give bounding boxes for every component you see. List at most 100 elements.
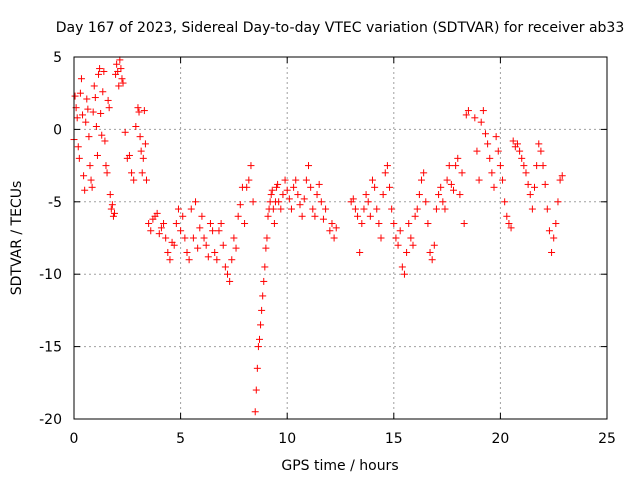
data-point (499, 176, 507, 184)
data-point (247, 162, 255, 170)
data-point (400, 270, 408, 278)
grid (74, 57, 607, 419)
y-tick-label: -15 (39, 340, 62, 356)
data-point (426, 248, 434, 256)
data-point (326, 227, 334, 235)
data-point (445, 162, 453, 170)
data-point (241, 220, 249, 228)
data-point (259, 292, 267, 300)
data-point (358, 220, 366, 228)
data-point (185, 256, 193, 264)
data-point (311, 212, 319, 220)
data-point (181, 234, 189, 242)
data-point (204, 253, 212, 261)
data-point (405, 220, 413, 228)
data-point (430, 241, 438, 249)
data-point (217, 220, 225, 228)
data-point (535, 140, 543, 148)
data-point (91, 94, 99, 102)
data-point (403, 248, 411, 256)
data-point (356, 248, 364, 256)
data-point (166, 256, 174, 264)
data-point (100, 67, 108, 75)
data-series (70, 56, 566, 416)
data-point (270, 220, 278, 228)
data-point (228, 256, 236, 264)
data-point (328, 220, 336, 228)
data-point (206, 220, 214, 228)
data-point (243, 183, 251, 191)
data-point (164, 248, 172, 256)
data-point (200, 234, 208, 242)
data-point (116, 56, 124, 64)
data-point (183, 248, 191, 256)
data-point (253, 364, 261, 372)
data-point (179, 212, 187, 220)
data-point (533, 162, 541, 170)
data-point (319, 215, 327, 223)
data-point (383, 162, 391, 170)
data-point (254, 343, 262, 351)
data-point (273, 183, 281, 191)
data-point (520, 162, 528, 170)
data-point (160, 220, 168, 228)
data-point (526, 191, 534, 199)
x-tick-label: 5 (176, 431, 185, 447)
y-tick-label: 0 (53, 122, 62, 138)
data-point (107, 205, 115, 213)
data-point (505, 220, 513, 228)
data-point (260, 277, 268, 285)
data-point (99, 88, 107, 96)
data-point (88, 183, 96, 191)
data-point (390, 220, 398, 228)
data-point (473, 147, 481, 155)
data-point (139, 154, 147, 162)
data-point (245, 176, 253, 184)
data-point (509, 137, 517, 145)
data-point (279, 191, 287, 199)
data-point (379, 191, 387, 199)
data-point (236, 201, 244, 209)
data-point (83, 95, 91, 103)
data-point (81, 186, 89, 194)
data-point (192, 198, 200, 206)
data-point (418, 176, 426, 184)
data-point (309, 205, 317, 213)
data-point (155, 230, 163, 238)
data-point (84, 105, 92, 113)
data-point (462, 111, 470, 119)
data-point (211, 248, 219, 256)
data-point (373, 205, 381, 213)
data-point (454, 154, 462, 162)
data-point (300, 195, 308, 203)
data-point (332, 224, 340, 232)
data-point (102, 162, 110, 170)
data-point (103, 169, 111, 177)
data-point (147, 227, 155, 235)
data-point (330, 234, 338, 242)
data-point (522, 169, 530, 177)
data-point (486, 154, 494, 162)
data-point (73, 114, 81, 122)
data-point (496, 162, 504, 170)
x-tick-label: 20 (491, 431, 509, 447)
data-point (125, 151, 133, 159)
data-point (136, 133, 144, 141)
data-point (481, 130, 489, 138)
data-point (76, 89, 84, 97)
data-point (77, 75, 85, 83)
data-point (398, 263, 406, 271)
data-point (209, 227, 217, 235)
data-point (456, 191, 464, 199)
data-point (219, 241, 227, 249)
data-point (140, 107, 148, 115)
data-point (221, 263, 229, 271)
data-point (541, 180, 549, 188)
data-point (490, 183, 498, 191)
data-point (92, 123, 100, 131)
data-point (96, 65, 104, 73)
data-point (224, 270, 232, 278)
data-point (407, 234, 415, 242)
data-point (157, 224, 165, 232)
